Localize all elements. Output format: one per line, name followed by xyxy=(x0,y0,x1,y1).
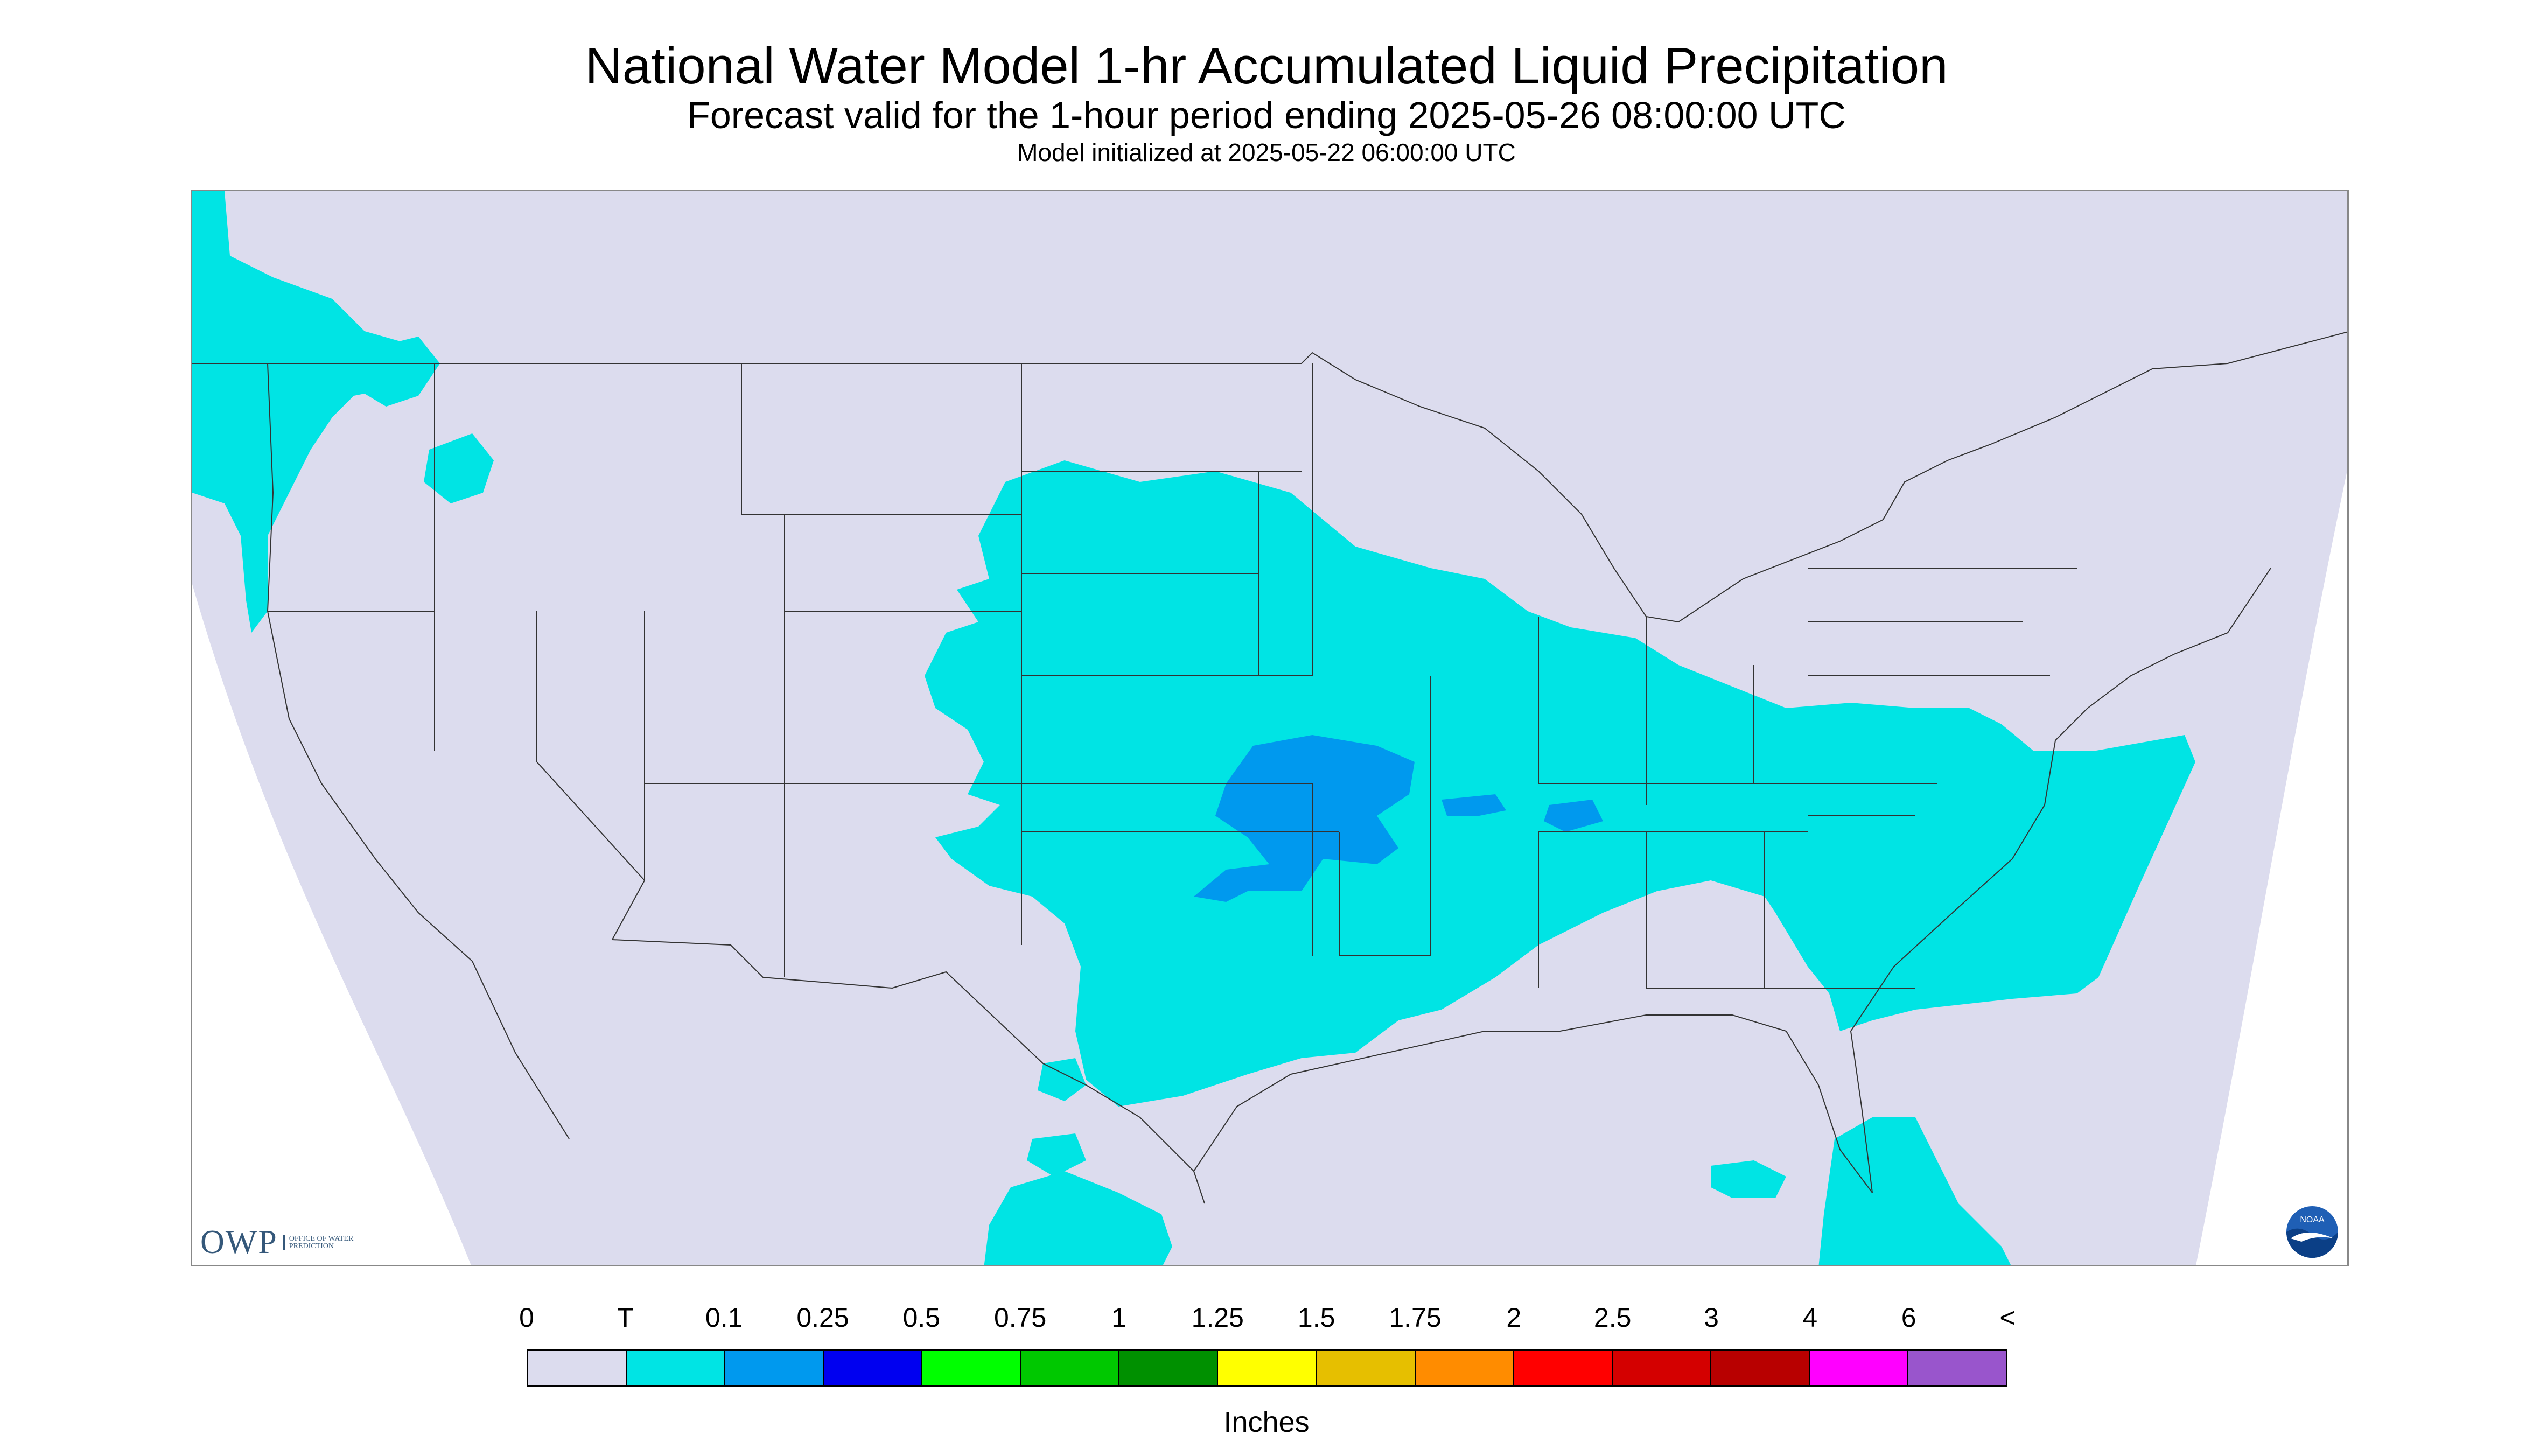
legend-swatch xyxy=(627,1351,726,1385)
precip-area-mexico-north xyxy=(1027,1133,1086,1177)
coastline-gulf xyxy=(1193,1014,1873,1193)
precip-area-tennessee-east xyxy=(1544,800,1603,832)
legend-swatch xyxy=(725,1351,824,1385)
legend-tick-label: 1.75 xyxy=(1389,1303,1442,1333)
legend-tick-label: 0 xyxy=(519,1303,534,1333)
legend-tick-label: 2.5 xyxy=(1593,1303,1632,1333)
legend-swatch xyxy=(1612,1351,1711,1385)
legend-swatch xyxy=(922,1351,1021,1385)
precip-area-texas-coast-gulf xyxy=(1038,1058,1086,1101)
legend-swatch xyxy=(824,1351,923,1385)
map-canvas xyxy=(192,191,2347,1265)
map-title: National Water Model 1-hr Accumulated Li… xyxy=(585,37,1948,95)
map-subtitle: Forecast valid for the 1-hour period end… xyxy=(687,94,1846,136)
canada-us-border xyxy=(192,331,2347,623)
legend-swatch xyxy=(1317,1351,1416,1385)
legend-swatch xyxy=(528,1351,627,1385)
legend-tick-label: 3 xyxy=(1704,1303,1719,1333)
precip-area-mexico-south xyxy=(984,1171,1172,1265)
color-legend xyxy=(527,1349,2007,1387)
precip-area-caribbean-cuba xyxy=(1818,1117,2011,1265)
state-lines-east xyxy=(1430,568,2077,989)
legend-swatch xyxy=(1119,1351,1219,1385)
legend-tick-label: 2 xyxy=(1506,1303,1522,1333)
model-init-line: Model initialized at 2025-05-22 06:00:00… xyxy=(1017,138,1516,166)
legend-tick-label: 1.25 xyxy=(1191,1303,1244,1333)
coastline-atlantic xyxy=(1850,568,2271,1193)
legend-swatch xyxy=(1809,1351,1908,1385)
precip-area-washington-east xyxy=(354,337,440,407)
legend-tick-label: < xyxy=(1999,1303,2016,1333)
precip-medium-areas xyxy=(1194,735,1603,902)
us-mexico-border xyxy=(612,939,1205,1204)
legend-tick-label: 0.1 xyxy=(705,1303,743,1333)
legend-tick-label: 0.75 xyxy=(993,1303,1047,1333)
precipitation-map xyxy=(191,190,2349,1266)
owp-logo: OWP OFFICE OF WATER PREDICTION xyxy=(200,1223,354,1262)
legend-swatch xyxy=(1218,1351,1317,1385)
owp-logo-letters: OWP xyxy=(200,1224,278,1261)
legend-tick-label: 0.5 xyxy=(902,1303,941,1333)
legend-swatch xyxy=(1908,1351,2006,1385)
noaa-logo-text: NOAA xyxy=(2300,1215,2325,1224)
coastline-pacific xyxy=(267,363,570,1139)
state-lines-central xyxy=(1021,363,1431,956)
legend-tick-label: 1 xyxy=(1111,1303,1126,1333)
legend-tick-label: 4 xyxy=(1802,1303,1818,1333)
precip-area-pacific-northwest xyxy=(192,191,429,633)
legend-tick-label: 6 xyxy=(1901,1303,1916,1333)
legend-tick-label: 0.25 xyxy=(796,1303,849,1333)
legend-units: Inches xyxy=(1223,1406,1310,1438)
legend-swatch xyxy=(1711,1351,1810,1385)
legend-tick-label: 1.5 xyxy=(1297,1303,1335,1333)
precip-area-gulf-florida-west xyxy=(1711,1160,1786,1198)
precip-area-arkansas-tennessee xyxy=(1442,794,1506,816)
owp-logo-subtext: OFFICE OF WATER PREDICTION xyxy=(283,1235,354,1250)
precip-area-idaho-patch xyxy=(424,433,494,503)
noaa-logo: NOAA xyxy=(2286,1206,2338,1258)
precip-area-kansas-oklahoma xyxy=(1194,735,1415,902)
legend-swatch xyxy=(1514,1351,1613,1385)
legend-swatch xyxy=(1021,1351,1120,1385)
political-boundaries xyxy=(192,331,2347,1204)
legend-tick-label: T xyxy=(617,1303,634,1333)
legend-swatch xyxy=(1415,1351,1514,1385)
